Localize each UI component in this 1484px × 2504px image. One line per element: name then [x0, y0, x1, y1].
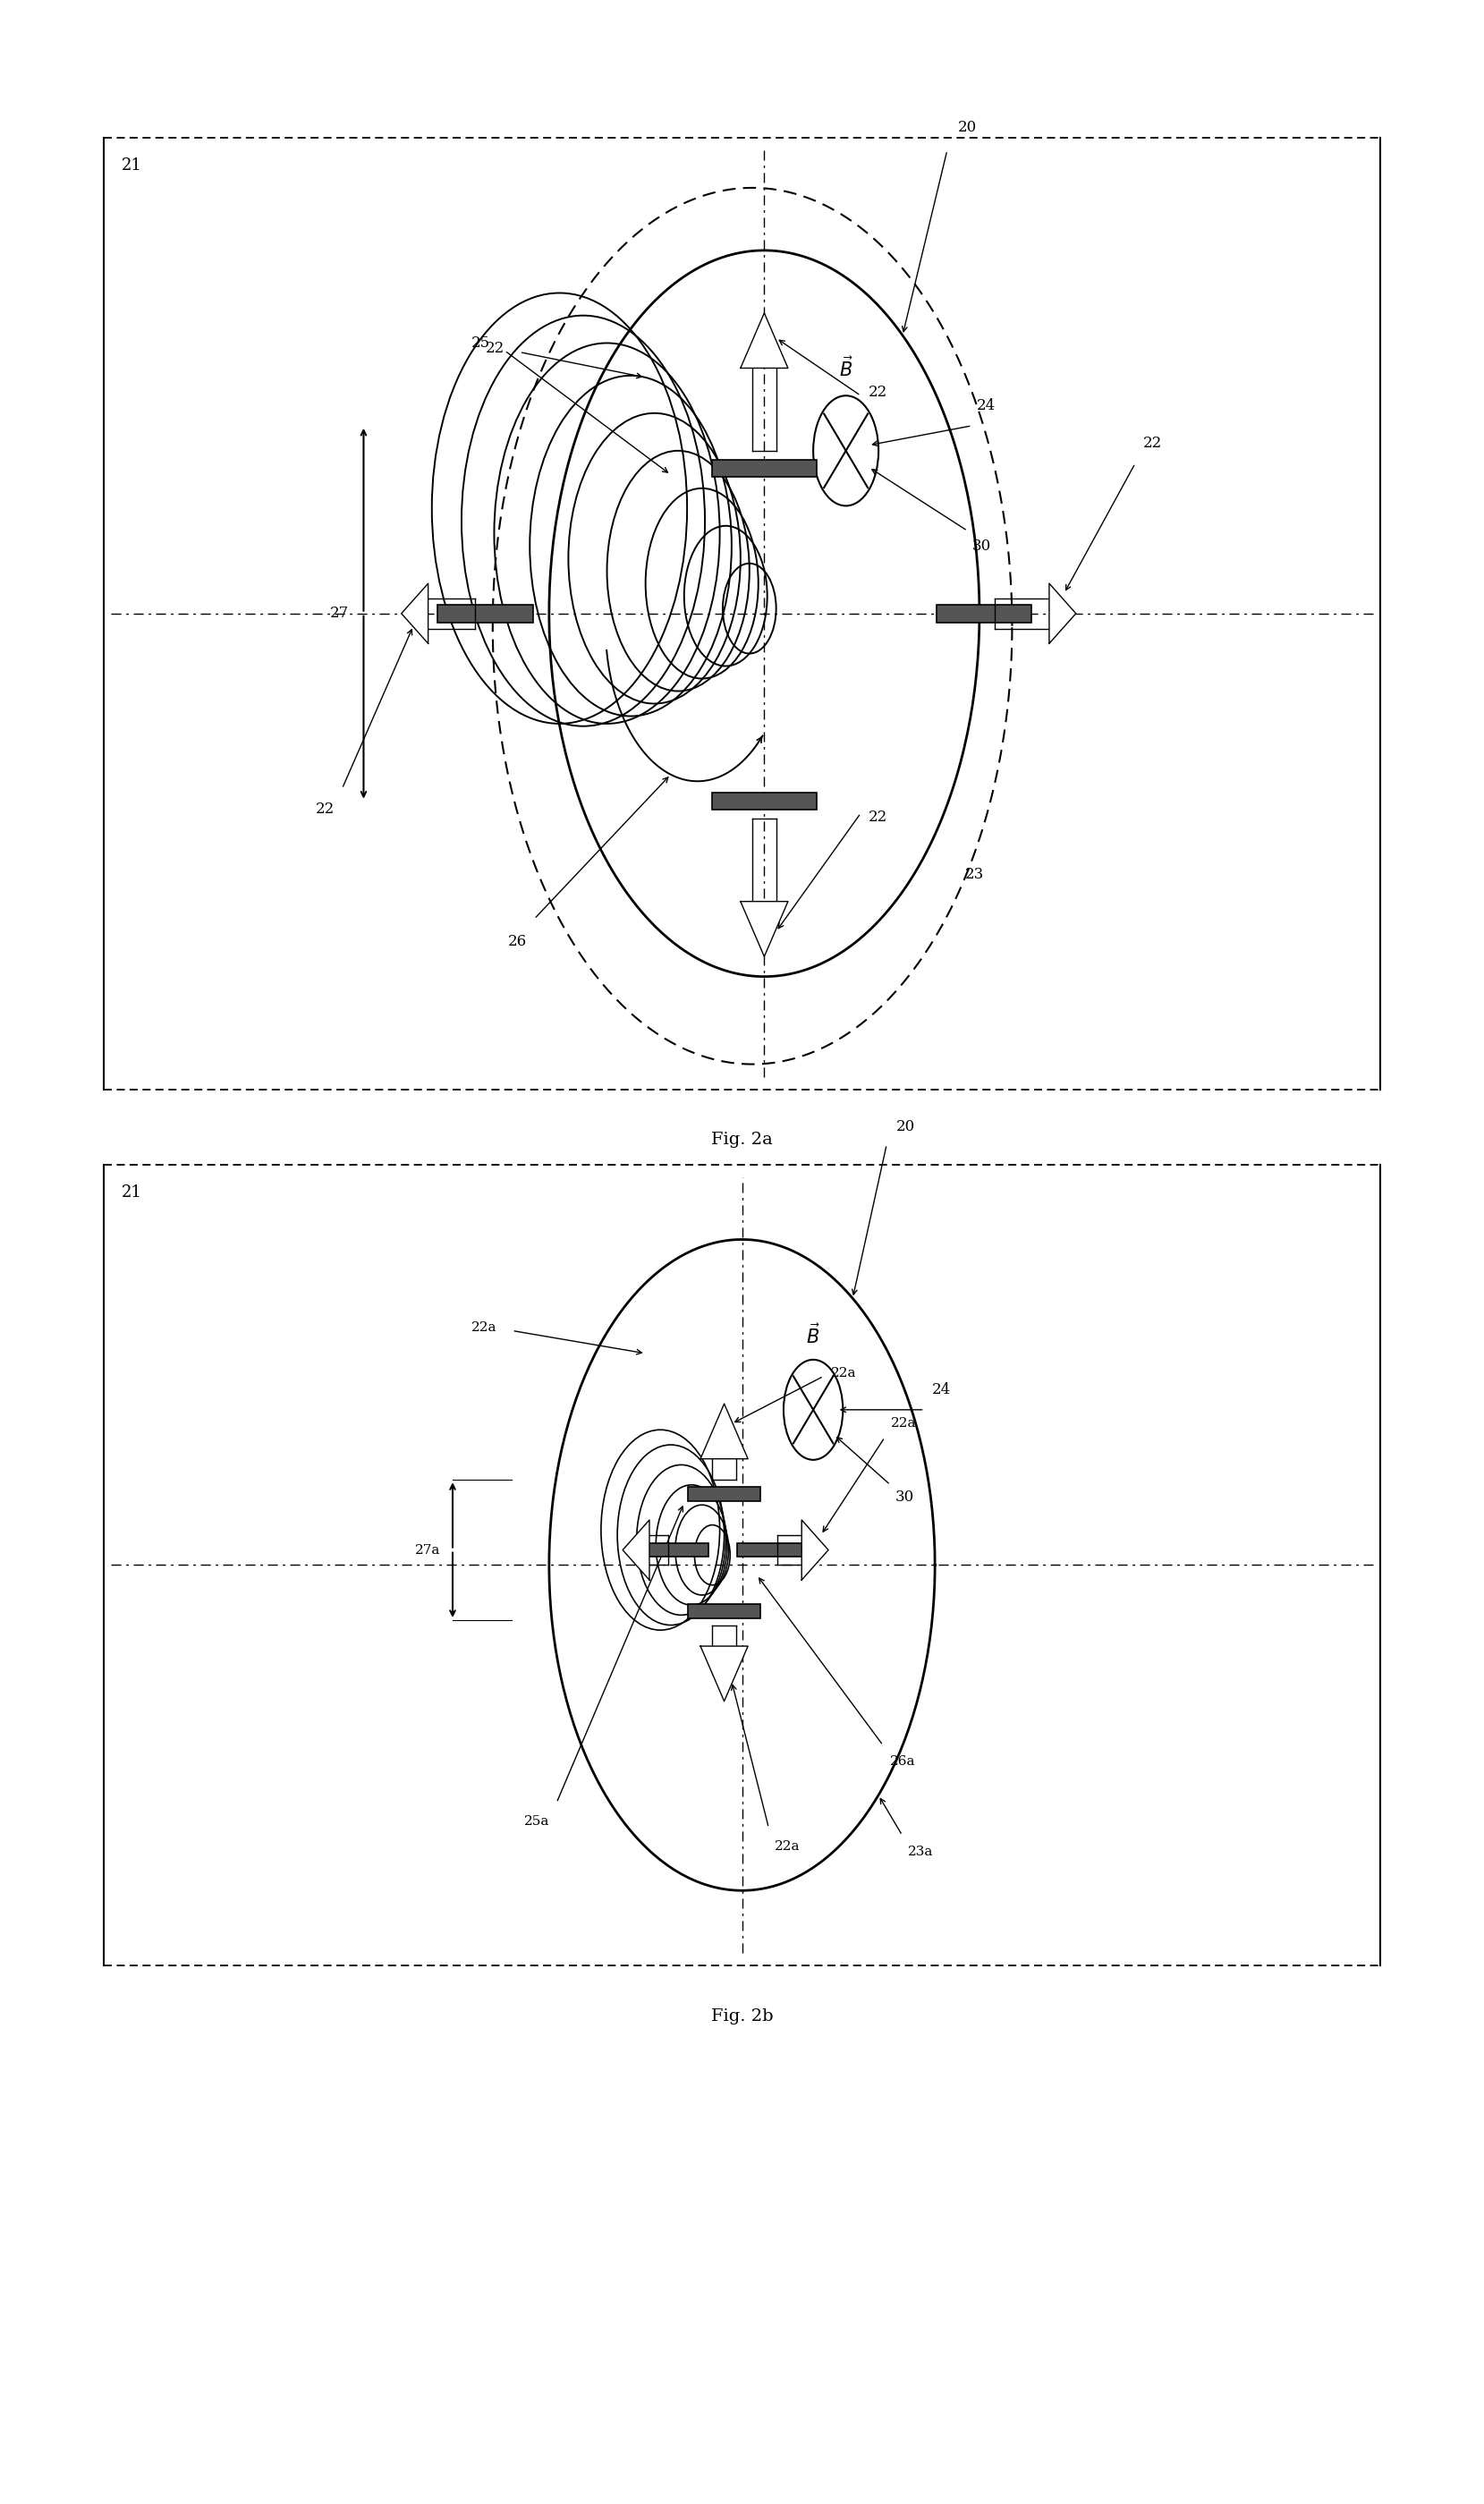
- Polygon shape: [401, 583, 429, 644]
- Text: 30: 30: [895, 1490, 914, 1505]
- Polygon shape: [801, 1520, 828, 1580]
- Text: 21: 21: [122, 1184, 142, 1199]
- Text: 22: 22: [485, 341, 505, 356]
- Text: 20: 20: [959, 120, 976, 135]
- Bar: [689, 1487, 760, 1500]
- Text: 22: 22: [868, 809, 887, 824]
- Text: 24: 24: [932, 1382, 951, 1397]
- Text: 26a: 26a: [890, 1755, 916, 1768]
- Bar: [712, 791, 816, 811]
- Text: 22: 22: [868, 386, 887, 401]
- Text: 25: 25: [470, 336, 490, 351]
- Polygon shape: [623, 1520, 650, 1580]
- Text: 27: 27: [329, 606, 349, 621]
- Text: 22: 22: [316, 801, 335, 816]
- Text: 24: 24: [976, 398, 996, 413]
- Text: 22a: 22a: [890, 1417, 916, 1430]
- Text: 22a: 22a: [775, 1840, 800, 1853]
- Text: 21: 21: [122, 158, 142, 173]
- Bar: [689, 1605, 760, 1618]
- Text: 20: 20: [896, 1119, 916, 1134]
- Text: 30: 30: [972, 538, 991, 553]
- Text: 25a: 25a: [524, 1815, 549, 1828]
- Polygon shape: [700, 1645, 748, 1700]
- Text: Fig. 2b: Fig. 2b: [711, 2008, 773, 2023]
- Polygon shape: [741, 313, 788, 368]
- Text: 23a: 23a: [908, 1845, 933, 1858]
- Text: 22a: 22a: [472, 1322, 497, 1335]
- Polygon shape: [700, 1405, 748, 1460]
- Bar: [438, 606, 533, 623]
- Text: 22a: 22a: [831, 1367, 856, 1380]
- Text: $\vec{B}$: $\vec{B}$: [806, 1322, 821, 1347]
- Text: Fig. 2a: Fig. 2a: [711, 1132, 773, 1147]
- Polygon shape: [1049, 583, 1076, 644]
- Bar: [936, 606, 1031, 623]
- Text: 23: 23: [965, 866, 984, 881]
- Text: $\vec{B}$: $\vec{B}$: [838, 356, 853, 381]
- Polygon shape: [741, 901, 788, 957]
- Text: 22: 22: [1143, 436, 1162, 451]
- Text: 26: 26: [508, 934, 527, 949]
- Bar: [712, 458, 816, 476]
- Text: 27a: 27a: [416, 1542, 441, 1557]
- Bar: [644, 1542, 709, 1557]
- Bar: [736, 1542, 801, 1557]
